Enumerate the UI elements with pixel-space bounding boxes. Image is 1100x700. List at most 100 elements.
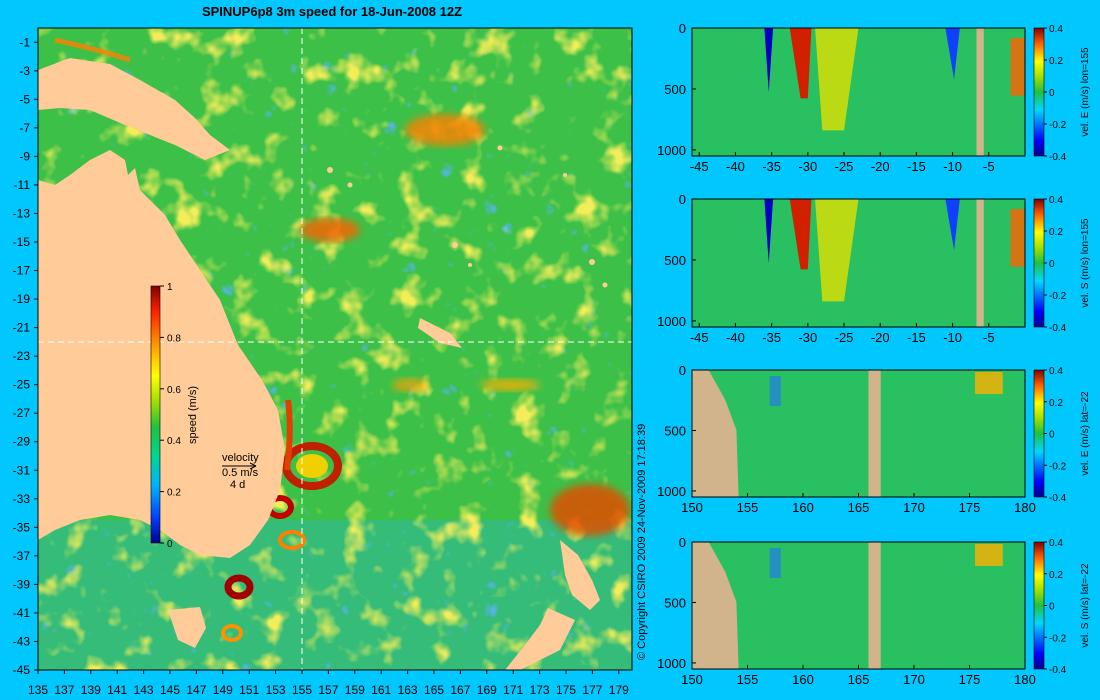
section-colorbar-tick-label: -0.4 xyxy=(1049,152,1067,163)
lat-tick-label: -7 xyxy=(19,121,30,135)
lat-tick-label: -37 xyxy=(13,549,31,563)
section-panel-4: 150 155 160 165 170 175 180 0 500 1000 0.4 0.2 0 -0.2… xyxy=(657,535,1091,687)
section-x-tick-label: -25 xyxy=(835,330,854,345)
section-y-tick-label: 1000 xyxy=(657,656,686,671)
section-y-tick-label: 1000 xyxy=(657,143,686,158)
section-frame xyxy=(691,27,1026,157)
section-colorbar-label: vel. E (m/s) lon=155 xyxy=(1080,47,1091,137)
section-x-tick-label: 170 xyxy=(903,500,925,515)
section-colorbar-label: vel. S (m/s) lat=-22 xyxy=(1080,563,1091,648)
lon-tick-label: 137 xyxy=(54,683,74,697)
speed-map xyxy=(38,28,632,670)
section-y-tick-label: 0 xyxy=(679,192,686,207)
section-feature xyxy=(815,28,859,131)
velocity-key-title: velocity xyxy=(222,452,259,464)
section-x-tick-label: 165 xyxy=(848,500,870,515)
lat-tick-label: -43 xyxy=(13,634,31,648)
section-y-tick-label: 0 xyxy=(679,21,686,36)
section-x-tick-label: 180 xyxy=(1014,500,1036,515)
velocity-key-arrowhead-icon xyxy=(249,462,257,470)
lon-tick-label: 155 xyxy=(292,683,312,697)
section-x-tick-label: 160 xyxy=(792,500,814,515)
section-colorbar-tick-label: 0.2 xyxy=(1049,570,1063,581)
lon-tick-label: 159 xyxy=(345,683,365,697)
section-colorbar-tick-label: -0.2 xyxy=(1049,461,1067,472)
lat-tick-label: -9 xyxy=(19,149,30,163)
velocity-key: velocity 0.5 m/s 4 d xyxy=(222,452,259,491)
section-colorbar xyxy=(1033,27,1045,157)
lat-tick-label: -19 xyxy=(13,292,31,306)
section-x-tick-label: 180 xyxy=(1014,672,1036,687)
section-x-tick-label: 150 xyxy=(681,500,703,515)
speed-colorbar-tick-label: 1 xyxy=(167,282,173,293)
section-land xyxy=(692,542,739,669)
section-panel-1: -45 -40 -35 -30 -25 -20 -15 -10 -5 0 500 1000 0.4 0.2… xyxy=(657,21,1091,174)
map-lon-ticks: 135 137 139 141 143 145 147 149 151 153 155 157 159 1… xyxy=(28,670,629,697)
speed-colorbar-tick-label: 0.4 xyxy=(167,436,181,447)
section-colorbar xyxy=(1033,541,1045,670)
section-y-tick-label: 1000 xyxy=(657,484,686,499)
section-feature xyxy=(789,28,812,99)
lon-tick-label: 149 xyxy=(213,683,233,697)
lat-tick-label: -1 xyxy=(19,35,30,49)
map-title: SPINUP6p8 3m speed for 18-Jun-2008 12Z xyxy=(202,4,462,19)
section-feature xyxy=(764,28,774,92)
lon-tick-label: 175 xyxy=(556,683,576,697)
section-land xyxy=(692,370,739,497)
section-y-tick-label: 1000 xyxy=(657,314,686,329)
speed-colorbar-bar xyxy=(150,285,161,544)
section-colorbar-tick-label: -0.2 xyxy=(1049,633,1067,644)
section-field xyxy=(692,199,1025,327)
lon-tick-label: 177 xyxy=(582,683,602,697)
section-colorbar-tick-label: 0.4 xyxy=(1049,538,1063,549)
section-colorbar-tick-label: -0.2 xyxy=(1049,120,1067,131)
section-feature xyxy=(789,199,812,270)
lat-tick-label: -13 xyxy=(13,206,31,220)
lon-tick-label: 171 xyxy=(503,683,523,697)
speed-colorbar-tick-label: 0 xyxy=(167,539,173,550)
map-lat-ticks: -1 -3 -5 -7 -9 -11 -13 -15 -17 -19 -21 -23 -25 -27 -29… xyxy=(13,35,38,677)
lat-tick-label: -41 xyxy=(13,606,31,620)
section-x-tick-label: -5 xyxy=(983,330,995,345)
copyright-note: © Copyright CSIRO 2009 24-Nov-2009 17:18… xyxy=(636,424,648,660)
section-x-tick-label: 160 xyxy=(792,672,814,687)
section-colorbar xyxy=(1033,198,1045,328)
speed-colorbar: 0 0.2 0.4 0.6 0.8 1 speed (m/s) xyxy=(150,282,199,550)
section-x-tick-label: -45 xyxy=(690,330,709,345)
speed-colorbar-tick-label: 0.8 xyxy=(167,333,181,344)
speed-colorbar-tick-label: 0.2 xyxy=(167,488,181,499)
map-eddies xyxy=(54,37,630,642)
section-colorbar-tick-label: 0.2 xyxy=(1049,398,1063,409)
section-x-tick-label: -40 xyxy=(726,159,745,174)
section-x-tick-label: -5 xyxy=(983,159,995,174)
lat-tick-label: -31 xyxy=(13,463,31,477)
section-colorbar xyxy=(1033,369,1045,498)
section-feature xyxy=(945,199,960,251)
map-frame xyxy=(37,27,633,671)
section-field xyxy=(692,542,1025,669)
section-colorbar-tick-label: 0 xyxy=(1049,430,1055,441)
section-x-tick-label: 155 xyxy=(737,672,759,687)
lon-tick-label: 161 xyxy=(371,683,391,697)
section-x-tick-label: -25 xyxy=(835,159,854,174)
section-colorbar-tick-label: -0.4 xyxy=(1049,493,1067,504)
lat-tick-label: -33 xyxy=(13,492,31,506)
section-land xyxy=(976,28,984,156)
lon-tick-label: 153 xyxy=(266,683,286,697)
section-feature xyxy=(1010,38,1025,96)
section-feature xyxy=(1010,209,1025,267)
section-panel-3: 150 155 160 165 170 175 180 0 500 1000 0.4 0.2 0 -0.2… xyxy=(657,363,1091,515)
section-y-tick-label: 500 xyxy=(664,82,686,97)
lon-tick-label: 167 xyxy=(450,683,470,697)
section-x-tick-label: -35 xyxy=(762,330,781,345)
section-y-tick-label: 500 xyxy=(664,423,686,438)
section-x-tick-label: 175 xyxy=(959,500,981,515)
section-frame xyxy=(691,198,1026,328)
section-field xyxy=(692,28,1025,156)
lat-tick-label: -11 xyxy=(14,178,31,192)
section-feature xyxy=(764,199,774,263)
velocity-key-time: 4 d xyxy=(230,479,245,491)
lat-tick-label: -17 xyxy=(13,264,31,278)
section-colorbar-tick-label: -0.2 xyxy=(1049,291,1067,302)
section-colorbar-tick-label: 0.4 xyxy=(1049,24,1063,35)
